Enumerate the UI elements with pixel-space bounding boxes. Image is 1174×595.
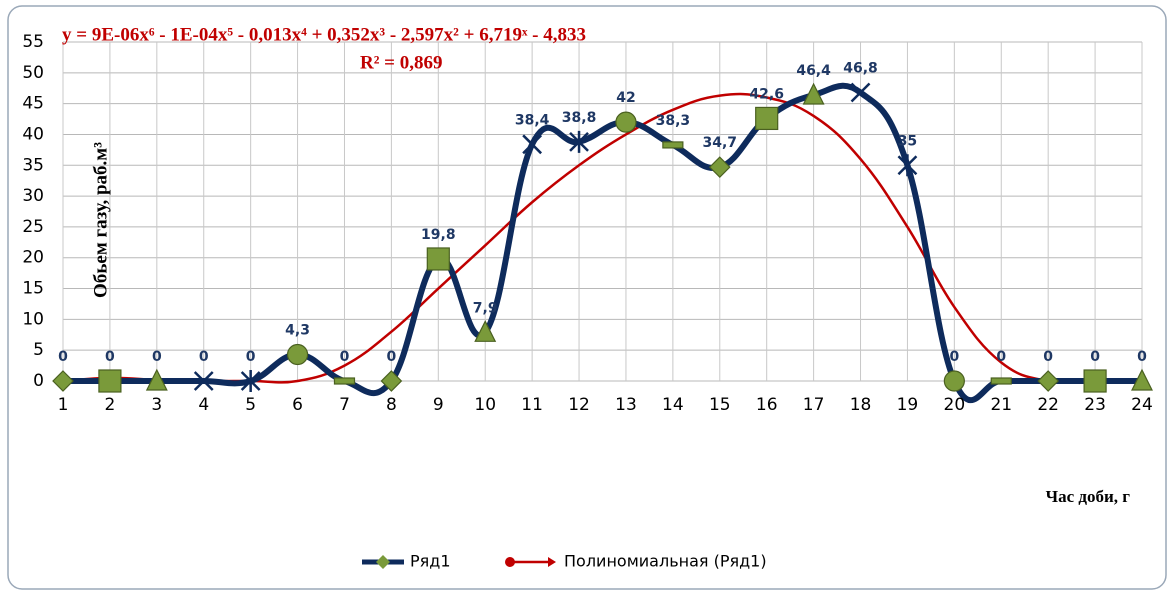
data-label: 0 — [58, 349, 68, 365]
data-label: 46,8 — [843, 61, 878, 77]
data-label: 0 — [1090, 349, 1100, 365]
marker — [708, 156, 731, 178]
y-tick-label: 40 — [22, 124, 44, 144]
data-label: 38,8 — [562, 110, 597, 126]
y-axis-label: Обьем газу, раб.м³ — [90, 142, 111, 298]
data-label: 0 — [246, 349, 256, 365]
grid — [62, 41, 1143, 382]
marker — [943, 370, 965, 392]
y-tick-label: 20 — [22, 248, 44, 268]
marker — [474, 319, 497, 342]
x-tick-label: 3 — [151, 395, 162, 415]
marker — [1037, 370, 1060, 392]
x-tick-label: 10 — [474, 395, 496, 415]
marker — [1083, 369, 1107, 393]
x-tick-label: 11 — [521, 395, 543, 415]
data-label: 42,6 — [749, 86, 784, 102]
data-label: 0 — [152, 349, 162, 365]
r-squared: R² = 0,869 — [360, 52, 443, 73]
x-tick-label: 23 — [1084, 395, 1106, 415]
marker — [52, 370, 74, 392]
y-tick-label: 5 — [33, 340, 44, 360]
legend-marker — [376, 555, 390, 569]
marker — [990, 377, 1012, 385]
x-tick-label: 21 — [990, 395, 1012, 415]
x-tick-label: 9 — [433, 395, 444, 415]
data-label: 4,3 — [285, 322, 310, 338]
data-label: 0 — [1043, 349, 1053, 365]
x-tick-label: 24 — [1131, 395, 1153, 415]
marker — [193, 371, 214, 391]
data-label: 0 — [199, 349, 209, 365]
x-tick-label: 8 — [386, 395, 397, 415]
data-label: 0 — [105, 349, 115, 365]
y-tick-label: 0 — [33, 371, 44, 391]
y-tick-label: 55 — [22, 32, 44, 52]
marker — [333, 377, 356, 385]
data-label: 0 — [949, 349, 959, 365]
x-tick-label: 5 — [245, 395, 256, 415]
y-tick-label: 30 — [22, 186, 44, 206]
y-tick-label: 50 — [22, 63, 44, 83]
data-label: 42 — [616, 90, 635, 106]
legend-marker — [505, 557, 515, 567]
data-label: 0 — [1137, 349, 1147, 365]
y-tick-label: 15 — [22, 279, 44, 299]
marker — [380, 370, 403, 392]
x-tick-label: 7 — [339, 395, 350, 415]
y-tick-label: 10 — [22, 309, 44, 329]
marker — [802, 82, 825, 105]
x-tick-label: 15 — [709, 395, 731, 415]
x-tick-label: 1 — [58, 395, 69, 415]
equation: y = 9E-06x⁶ - 1E-04x⁵ - 0,013x⁴ + 0,352x… — [62, 24, 586, 45]
data-label: 38,3 — [656, 113, 691, 129]
x-tick-label: 19 — [897, 395, 919, 415]
data-label: 35 — [898, 133, 917, 149]
x-tick-label: 20 — [944, 395, 966, 415]
legend-label: Полиномиальная (Ряд1) — [564, 552, 767, 571]
x-tick-label: 4 — [198, 395, 209, 415]
x-tick-label: 16 — [756, 395, 778, 415]
data-label: 38,4 — [515, 112, 550, 128]
marks — [52, 82, 1153, 404]
y-tick-label: 25 — [22, 217, 44, 237]
marker — [850, 82, 871, 103]
x-tick-label: 17 — [803, 395, 825, 415]
x-tick-label: 2 — [104, 395, 115, 415]
marker — [426, 247, 450, 271]
y-tick-label: 45 — [22, 94, 44, 114]
x-tick-label: 13 — [615, 395, 637, 415]
marker — [145, 368, 168, 391]
marker — [1131, 368, 1153, 391]
chart-frame — [7, 5, 1167, 590]
x-tick-label: 18 — [850, 395, 872, 415]
x-axis-label: Час доби, г — [1046, 487, 1131, 506]
x-tick-label: 12 — [568, 395, 590, 415]
y-tick-label: 35 — [22, 155, 44, 175]
marker — [98, 369, 122, 393]
data-label: 0 — [996, 349, 1006, 365]
marker — [755, 106, 779, 131]
marker — [286, 343, 309, 366]
data-label: 46,4 — [796, 63, 831, 79]
legend-arrow — [548, 557, 556, 567]
marker — [522, 134, 543, 155]
data-label: 0 — [340, 349, 350, 365]
marker — [897, 154, 918, 177]
marker — [569, 130, 589, 153]
data-label: 0 — [387, 349, 397, 365]
x-tick-label: 14 — [662, 395, 684, 415]
marker — [240, 370, 261, 392]
legend-label: Ряд1 — [410, 552, 451, 571]
marker — [662, 141, 684, 149]
data-label: 19,8 — [421, 227, 456, 243]
marker — [615, 111, 637, 133]
x-tick-label: 6 — [292, 395, 303, 415]
data-label: 34,7 — [703, 135, 738, 151]
x-tick-label: 22 — [1037, 395, 1059, 415]
data-label: 7,9 — [473, 300, 498, 316]
